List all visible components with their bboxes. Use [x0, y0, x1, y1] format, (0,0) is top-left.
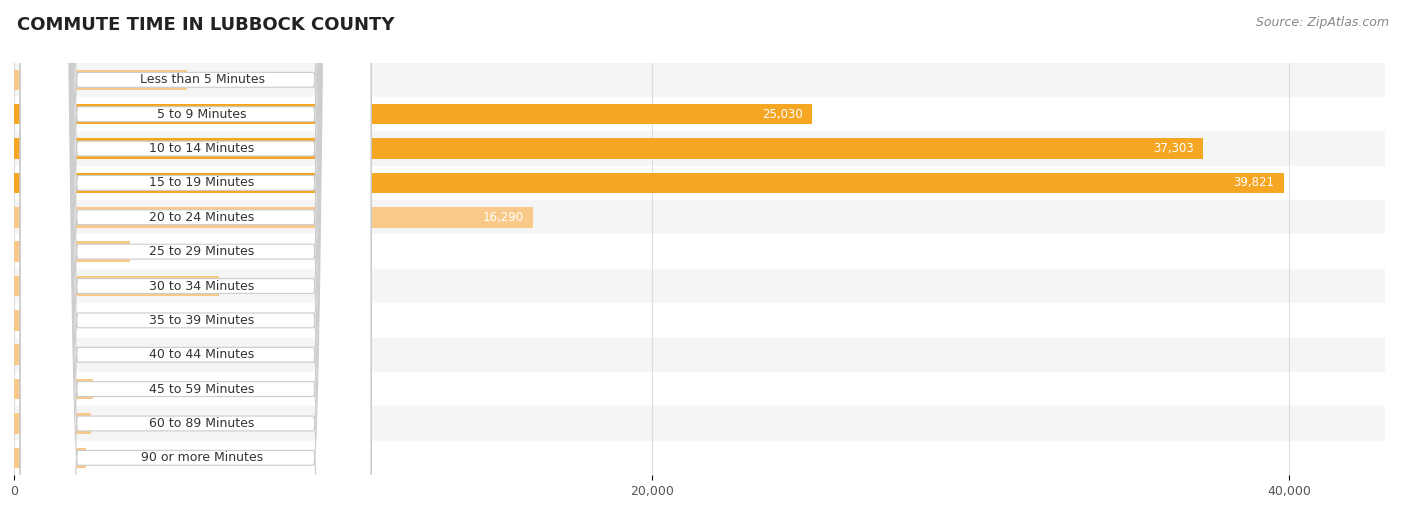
Bar: [14, 241, 131, 262]
Bar: [14, 413, 91, 434]
Text: 40 to 44 Minutes: 40 to 44 Minutes: [149, 348, 254, 361]
Text: 6,437: 6,437: [229, 279, 263, 292]
Text: 60 to 89 Minutes: 60 to 89 Minutes: [149, 417, 254, 430]
Bar: [14, 269, 1385, 303]
FancyBboxPatch shape: [21, 0, 371, 522]
Text: 45 to 59 Minutes: 45 to 59 Minutes: [149, 383, 254, 396]
Bar: [14, 173, 1284, 193]
Text: 5 to 9 Minutes: 5 to 9 Minutes: [157, 108, 247, 121]
Bar: [14, 276, 219, 296]
Text: Source: ZipAtlas.com: Source: ZipAtlas.com: [1256, 16, 1389, 29]
Bar: [14, 303, 1385, 338]
Text: 873: 873: [52, 314, 73, 327]
Text: 30 to 34 Minutes: 30 to 34 Minutes: [149, 279, 254, 292]
Bar: [14, 97, 1385, 132]
FancyBboxPatch shape: [21, 0, 371, 522]
Bar: [14, 200, 1385, 234]
Bar: [14, 234, 1385, 269]
Bar: [14, 310, 42, 331]
FancyBboxPatch shape: [21, 0, 371, 522]
Text: 5,427: 5,427: [197, 73, 231, 86]
Bar: [14, 372, 1385, 406]
Bar: [14, 447, 86, 468]
Text: 10 to 14 Minutes: 10 to 14 Minutes: [149, 142, 254, 155]
Bar: [14, 132, 1385, 166]
Bar: [14, 406, 1385, 441]
Text: 16,290: 16,290: [482, 211, 524, 224]
FancyBboxPatch shape: [21, 0, 371, 522]
Bar: [14, 338, 1385, 372]
Text: 37,303: 37,303: [1153, 142, 1194, 155]
Text: 25 to 29 Minutes: 25 to 29 Minutes: [149, 245, 254, 258]
Text: 39,821: 39,821: [1233, 176, 1274, 189]
Bar: [14, 207, 533, 228]
Bar: [14, 104, 813, 125]
Text: 35 to 39 Minutes: 35 to 39 Minutes: [149, 314, 254, 327]
Text: 15 to 19 Minutes: 15 to 19 Minutes: [149, 176, 254, 189]
Text: 636: 636: [44, 348, 66, 361]
Bar: [14, 63, 1385, 97]
Text: 2,255: 2,255: [96, 452, 129, 465]
FancyBboxPatch shape: [21, 0, 371, 522]
FancyBboxPatch shape: [21, 0, 371, 522]
Text: Less than 5 Minutes: Less than 5 Minutes: [139, 73, 264, 86]
Bar: [14, 345, 34, 365]
Text: 25,030: 25,030: [762, 108, 803, 121]
Bar: [14, 138, 1204, 159]
Text: 90 or more Minutes: 90 or more Minutes: [141, 452, 263, 465]
Text: 2,473: 2,473: [103, 383, 136, 396]
Bar: [14, 441, 1385, 475]
Text: 3,642: 3,642: [139, 245, 173, 258]
FancyBboxPatch shape: [21, 0, 371, 522]
Text: 20 to 24 Minutes: 20 to 24 Minutes: [149, 211, 254, 224]
FancyBboxPatch shape: [21, 0, 371, 522]
FancyBboxPatch shape: [21, 0, 371, 522]
Text: 2,410: 2,410: [100, 417, 134, 430]
Bar: [14, 166, 1385, 200]
Bar: [14, 69, 187, 90]
FancyBboxPatch shape: [21, 0, 371, 522]
FancyBboxPatch shape: [21, 0, 371, 522]
Bar: [14, 379, 93, 399]
FancyBboxPatch shape: [21, 0, 371, 522]
Text: COMMUTE TIME IN LUBBOCK COUNTY: COMMUTE TIME IN LUBBOCK COUNTY: [17, 16, 394, 33]
